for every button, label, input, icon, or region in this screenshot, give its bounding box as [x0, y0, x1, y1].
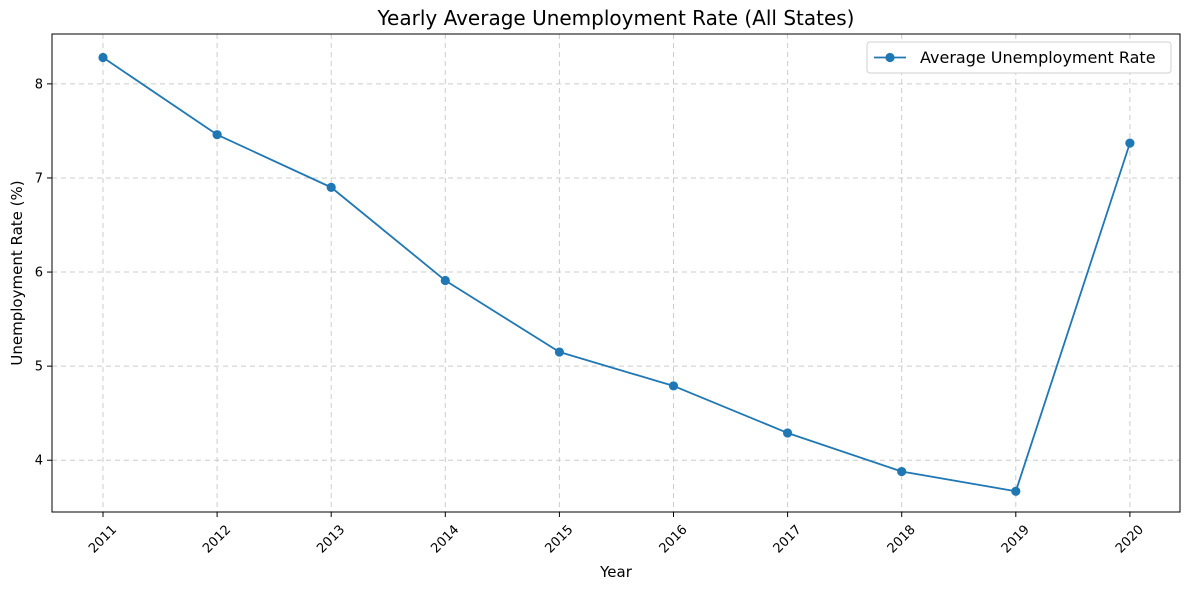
data-point — [897, 466, 907, 477]
data-point — [783, 428, 793, 438]
legend-box — [866, 41, 1172, 74]
legend: Average Unemployment Rate — [866, 41, 1172, 74]
data-point — [212, 130, 222, 140]
y-tick-label: 8 — [35, 77, 43, 92]
y-tick-label: 5 — [35, 360, 43, 375]
data-point — [1011, 486, 1021, 496]
data-point — [98, 52, 108, 63]
legend-marker-icon — [885, 52, 895, 63]
plot-area-frame — [51, 33, 1181, 513]
legend-label: Average Unemployment Rate — [920, 48, 1156, 67]
chart-title: Yearly Average Unemployment Rate (All St… — [376, 6, 854, 30]
x-axis-title: Year — [599, 563, 633, 581]
data-point — [554, 347, 565, 357]
data-point — [1125, 138, 1135, 148]
series-line — [102, 56, 1131, 493]
data-point — [668, 381, 679, 391]
y-axis-title: Unemployment Rate (%) — [8, 180, 26, 365]
data-point — [326, 182, 336, 192]
data-point — [440, 275, 450, 286]
y-tick-label: 7 — [35, 171, 43, 186]
y-tick-label: 6 — [35, 266, 43, 281]
y-tick-label: 4 — [35, 454, 43, 469]
series-layer — [98, 52, 1135, 496]
